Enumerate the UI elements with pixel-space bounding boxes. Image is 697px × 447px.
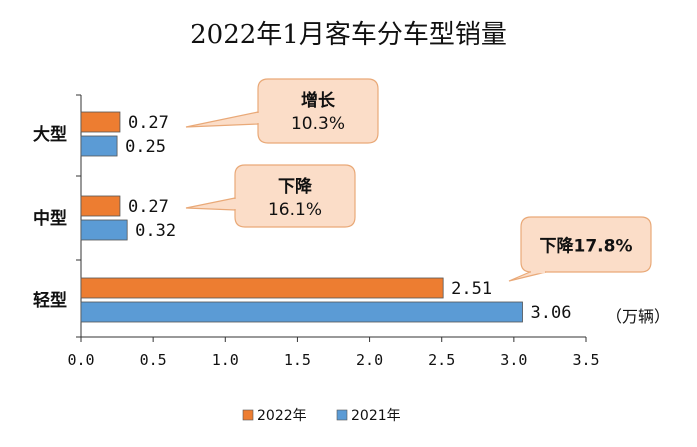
legend-swatch [336,409,348,421]
callout-box [234,164,356,228]
callout-box [520,216,652,273]
callout-text: 下降17.8% [540,236,633,257]
bar [80,135,118,157]
data-label: 0.25 [125,137,166,157]
x-tick-label: 2.5 [428,351,455,369]
callout-pointer [185,197,236,211]
category-label: 中型 [33,208,67,229]
x-tick-label: 0.5 [140,351,167,369]
bar [80,277,444,299]
x-tick-label: 0.0 [67,351,94,369]
legend-swatch [242,409,254,421]
data-label: 0.27 [128,113,169,133]
x-tick-label: 2.0 [356,351,383,369]
callout-text: 16.1% [268,200,322,220]
data-label: 3.06 [531,303,572,323]
category-label: 大型 [33,124,67,145]
bar [80,301,523,323]
x-tick-label: 1.0 [212,351,239,369]
callout-text: 下降 [278,176,313,197]
legend-label: 2022年 [257,408,307,424]
x-tick-label: 3.5 [572,351,599,369]
bar [80,111,121,133]
callout-pointer [508,271,547,282]
data-label: 2.51 [451,279,492,299]
x-tick-label: 1.5 [284,351,311,369]
data-label: 0.27 [128,197,169,217]
category-label: 轻型 [33,290,67,311]
chart-title: 2022年1月客车分车型销量 [190,20,507,50]
callout-pointer [185,111,259,128]
bar [80,195,121,217]
x-tick-label: 3.0 [500,351,527,369]
bar [80,219,128,241]
callout-box [257,78,379,144]
callout-text: 增长 [301,90,336,111]
unit-label: （万辆） [606,307,670,326]
callout-text: 10.3% [291,114,345,134]
data-label: 0.32 [135,221,176,241]
legend-label: 2021年 [351,408,401,424]
